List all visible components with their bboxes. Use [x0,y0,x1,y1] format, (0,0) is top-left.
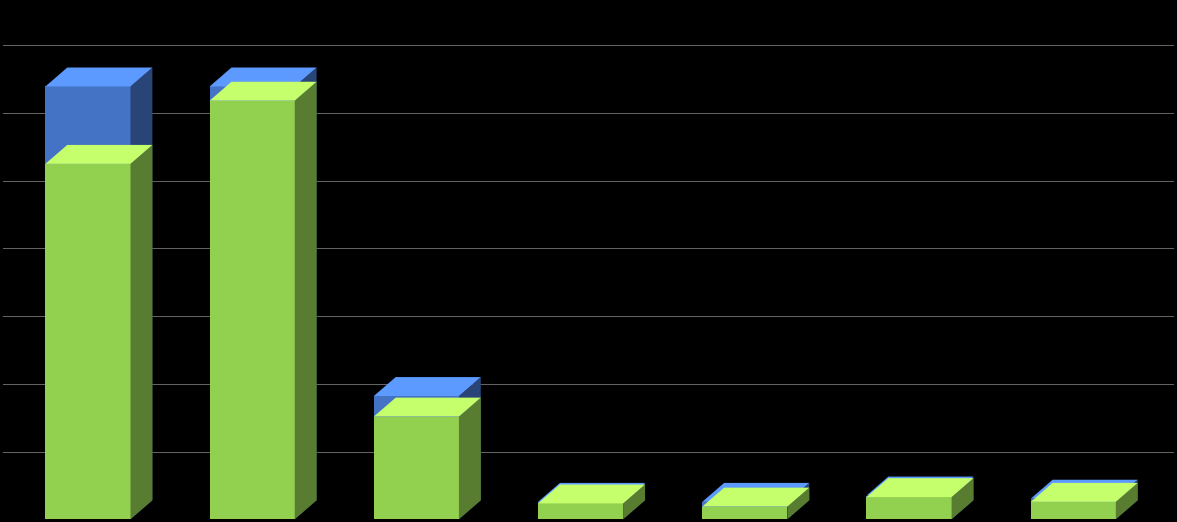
Polygon shape [538,503,623,519]
Polygon shape [131,67,152,519]
Polygon shape [1031,502,1116,519]
Polygon shape [866,495,952,519]
Polygon shape [703,502,787,519]
Polygon shape [46,67,152,87]
Polygon shape [374,377,481,396]
Polygon shape [1116,480,1138,519]
Polygon shape [210,101,294,519]
Polygon shape [787,483,810,519]
Polygon shape [459,398,481,519]
Polygon shape [1031,483,1138,502]
Polygon shape [703,488,810,506]
Polygon shape [1116,483,1138,519]
Polygon shape [538,483,645,502]
Polygon shape [952,477,973,519]
Polygon shape [294,67,317,519]
Polygon shape [374,398,481,417]
Polygon shape [538,484,645,503]
Polygon shape [46,145,152,164]
Polygon shape [866,477,973,495]
Polygon shape [294,82,317,519]
Polygon shape [866,478,973,497]
Polygon shape [703,506,787,519]
Polygon shape [1031,499,1116,519]
Polygon shape [866,497,952,519]
Polygon shape [374,396,459,519]
Polygon shape [538,502,623,519]
Polygon shape [374,417,459,519]
Polygon shape [787,488,810,519]
Polygon shape [46,87,131,519]
Polygon shape [131,145,152,519]
Polygon shape [623,484,645,519]
Polygon shape [210,87,294,519]
Polygon shape [210,82,317,101]
Polygon shape [46,164,131,519]
Polygon shape [703,483,810,502]
Polygon shape [210,67,317,87]
Polygon shape [459,377,481,519]
Polygon shape [623,483,645,519]
Polygon shape [1031,480,1138,499]
Polygon shape [952,478,973,519]
